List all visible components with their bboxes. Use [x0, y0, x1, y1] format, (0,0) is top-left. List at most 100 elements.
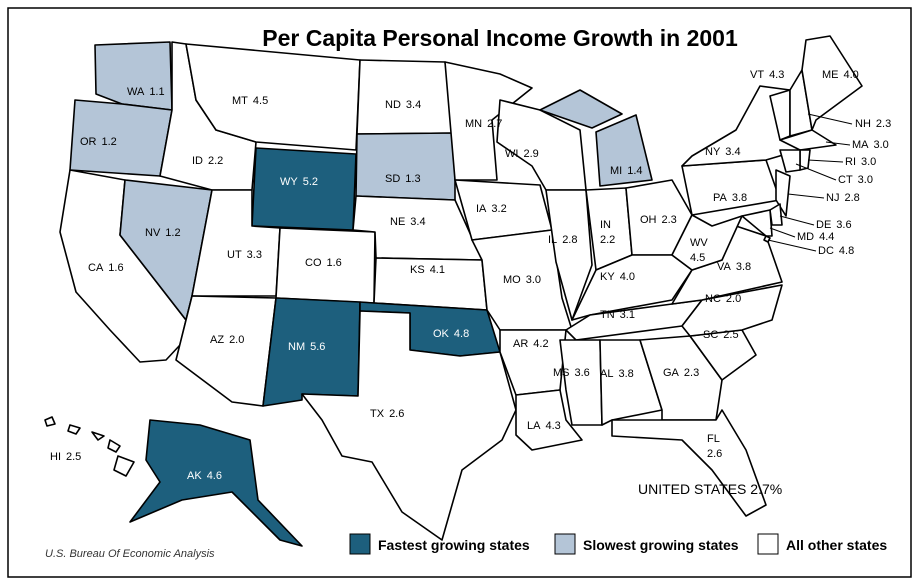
state-abbr: AZ: [210, 334, 224, 346]
state-shape: [275, 227, 376, 304]
state-abbr: WV: [690, 237, 708, 249]
legend-swatch: [349, 533, 371, 555]
state-value: 2.3: [662, 214, 677, 226]
state-label: ME 4.0: [822, 69, 859, 81]
state-label: DE 3.6: [816, 219, 852, 231]
state-abbr: IA: [476, 203, 487, 215]
leader-line: [807, 113, 853, 125]
labels: WA 1.1 OR 1.2 CA 1.6 NV 1.2 ID 2.2 MT 4.5 WY 5.2 UT 3.3…: [50, 69, 891, 482]
state-label: AZ 2.0: [210, 334, 244, 346]
state-abbr: NJ: [826, 192, 839, 204]
legend-label: Fastest growing states: [378, 537, 530, 553]
state-value: 2.8: [562, 234, 577, 246]
state-label: NV 1.2: [145, 227, 181, 239]
state-shape: [356, 59, 456, 135]
state-abbr: CA: [88, 262, 104, 274]
state-abbr: WI: [505, 148, 518, 160]
state-abbr: KY: [600, 271, 615, 283]
state-value: 2.5: [66, 451, 81, 463]
state-shape: [741, 209, 773, 237]
state-abbr: GA: [663, 367, 680, 379]
state-abbr: MD: [797, 231, 814, 243]
state-value: 4.0: [620, 271, 635, 283]
state-label: HI 2.5: [50, 451, 81, 463]
state-value: 1.2: [165, 227, 180, 239]
state-abbr: CT: [838, 174, 853, 186]
state-label: WY 5.2: [280, 176, 318, 188]
state-label: MT 4.5: [232, 95, 268, 107]
state-label: CA 1.6: [88, 262, 124, 274]
state-label: NY 3.4: [705, 146, 741, 158]
state-abbr: OH: [640, 214, 657, 226]
legend-label: Slowest growing states: [583, 537, 739, 553]
state-label: WV 4.5: [690, 237, 708, 264]
state-abbr: ME: [822, 69, 839, 81]
state-value: 2.3: [876, 118, 891, 130]
state-label: MN 2.7: [465, 118, 502, 130]
state-shape: [355, 132, 456, 201]
state-value: 1.1: [149, 86, 164, 98]
state-value: 4.3: [769, 69, 784, 81]
state-abbr: RI: [845, 156, 856, 168]
state-abbr: FL: [707, 433, 720, 445]
state-abbr: VA: [717, 261, 732, 273]
state-value: 4.1: [430, 264, 445, 276]
state-value: 4.6: [207, 470, 222, 482]
state-label: IN 2.2: [600, 219, 615, 246]
state-label: IA 3.2: [476, 203, 507, 215]
state-value: 1.3: [405, 173, 420, 185]
state-abbr: SD: [385, 173, 400, 185]
legend: Fastest growing states Slowest growing st…: [349, 533, 887, 555]
legend-label: All other states: [786, 537, 887, 553]
state-value: 2.6: [389, 408, 404, 420]
state-value: 3.0: [858, 174, 873, 186]
leader-line: [767, 239, 817, 252]
map-title: Per Capita Personal Income Growth in 200…: [262, 25, 738, 51]
state-label: CO 1.6: [305, 257, 342, 269]
state-value: 3.4: [406, 99, 421, 111]
state-value: 1.4: [627, 165, 642, 177]
state-shape: [595, 114, 653, 187]
state-shape: [251, 147, 357, 231]
state-label: MA 3.0: [852, 139, 889, 151]
national-value: 2.7%: [750, 481, 782, 497]
state-abbr: ID: [192, 155, 203, 167]
state-abbr: CO: [305, 257, 322, 269]
state-value: 4.0: [844, 69, 859, 81]
state-abbr: NY: [705, 146, 721, 158]
state-label: TX 2.6: [370, 408, 404, 420]
leader-line: [825, 141, 851, 146]
state-abbr: AL: [600, 368, 613, 380]
state-value: 4.4: [819, 231, 834, 243]
state-value: 4.8: [839, 245, 854, 257]
state-label: OK 4.8: [433, 328, 469, 340]
state-label: OH 2.3: [640, 214, 677, 226]
state-abbr: TX: [370, 408, 385, 420]
state-abbr: NV: [145, 227, 161, 239]
state-label: PA 3.8: [713, 192, 747, 204]
state-abbr: MT: [232, 95, 248, 107]
state-value: 4.8: [454, 328, 469, 340]
state-label: GA 2.3: [663, 367, 699, 379]
state-value: 4.3: [545, 420, 560, 432]
state-value: 2.7: [487, 118, 502, 130]
state-value: 3.4: [410, 216, 425, 228]
state-abbr: WY: [280, 176, 298, 188]
state-abbr: IL: [548, 234, 557, 246]
state-abbr: DE: [816, 219, 831, 231]
state-shape: [129, 419, 303, 547]
state-abbr: AR: [513, 338, 528, 350]
state-label: OR 1.2: [80, 136, 117, 148]
state-value: 1.6: [327, 257, 342, 269]
leader-line: [795, 163, 837, 181]
state-value: 1.6: [108, 262, 123, 274]
state-label: NE 3.4: [390, 216, 426, 228]
state-value: 3.4: [725, 146, 740, 158]
state-abbr: OK: [433, 328, 450, 340]
national-figure: UNITED STATES 2.7%: [638, 481, 782, 497]
state-abbr: MA: [852, 139, 869, 151]
state-abbr: ND: [385, 99, 401, 111]
state-abbr: OR: [80, 136, 97, 148]
state-abbr: MN: [465, 118, 482, 130]
state-value: 3.0: [861, 156, 876, 168]
